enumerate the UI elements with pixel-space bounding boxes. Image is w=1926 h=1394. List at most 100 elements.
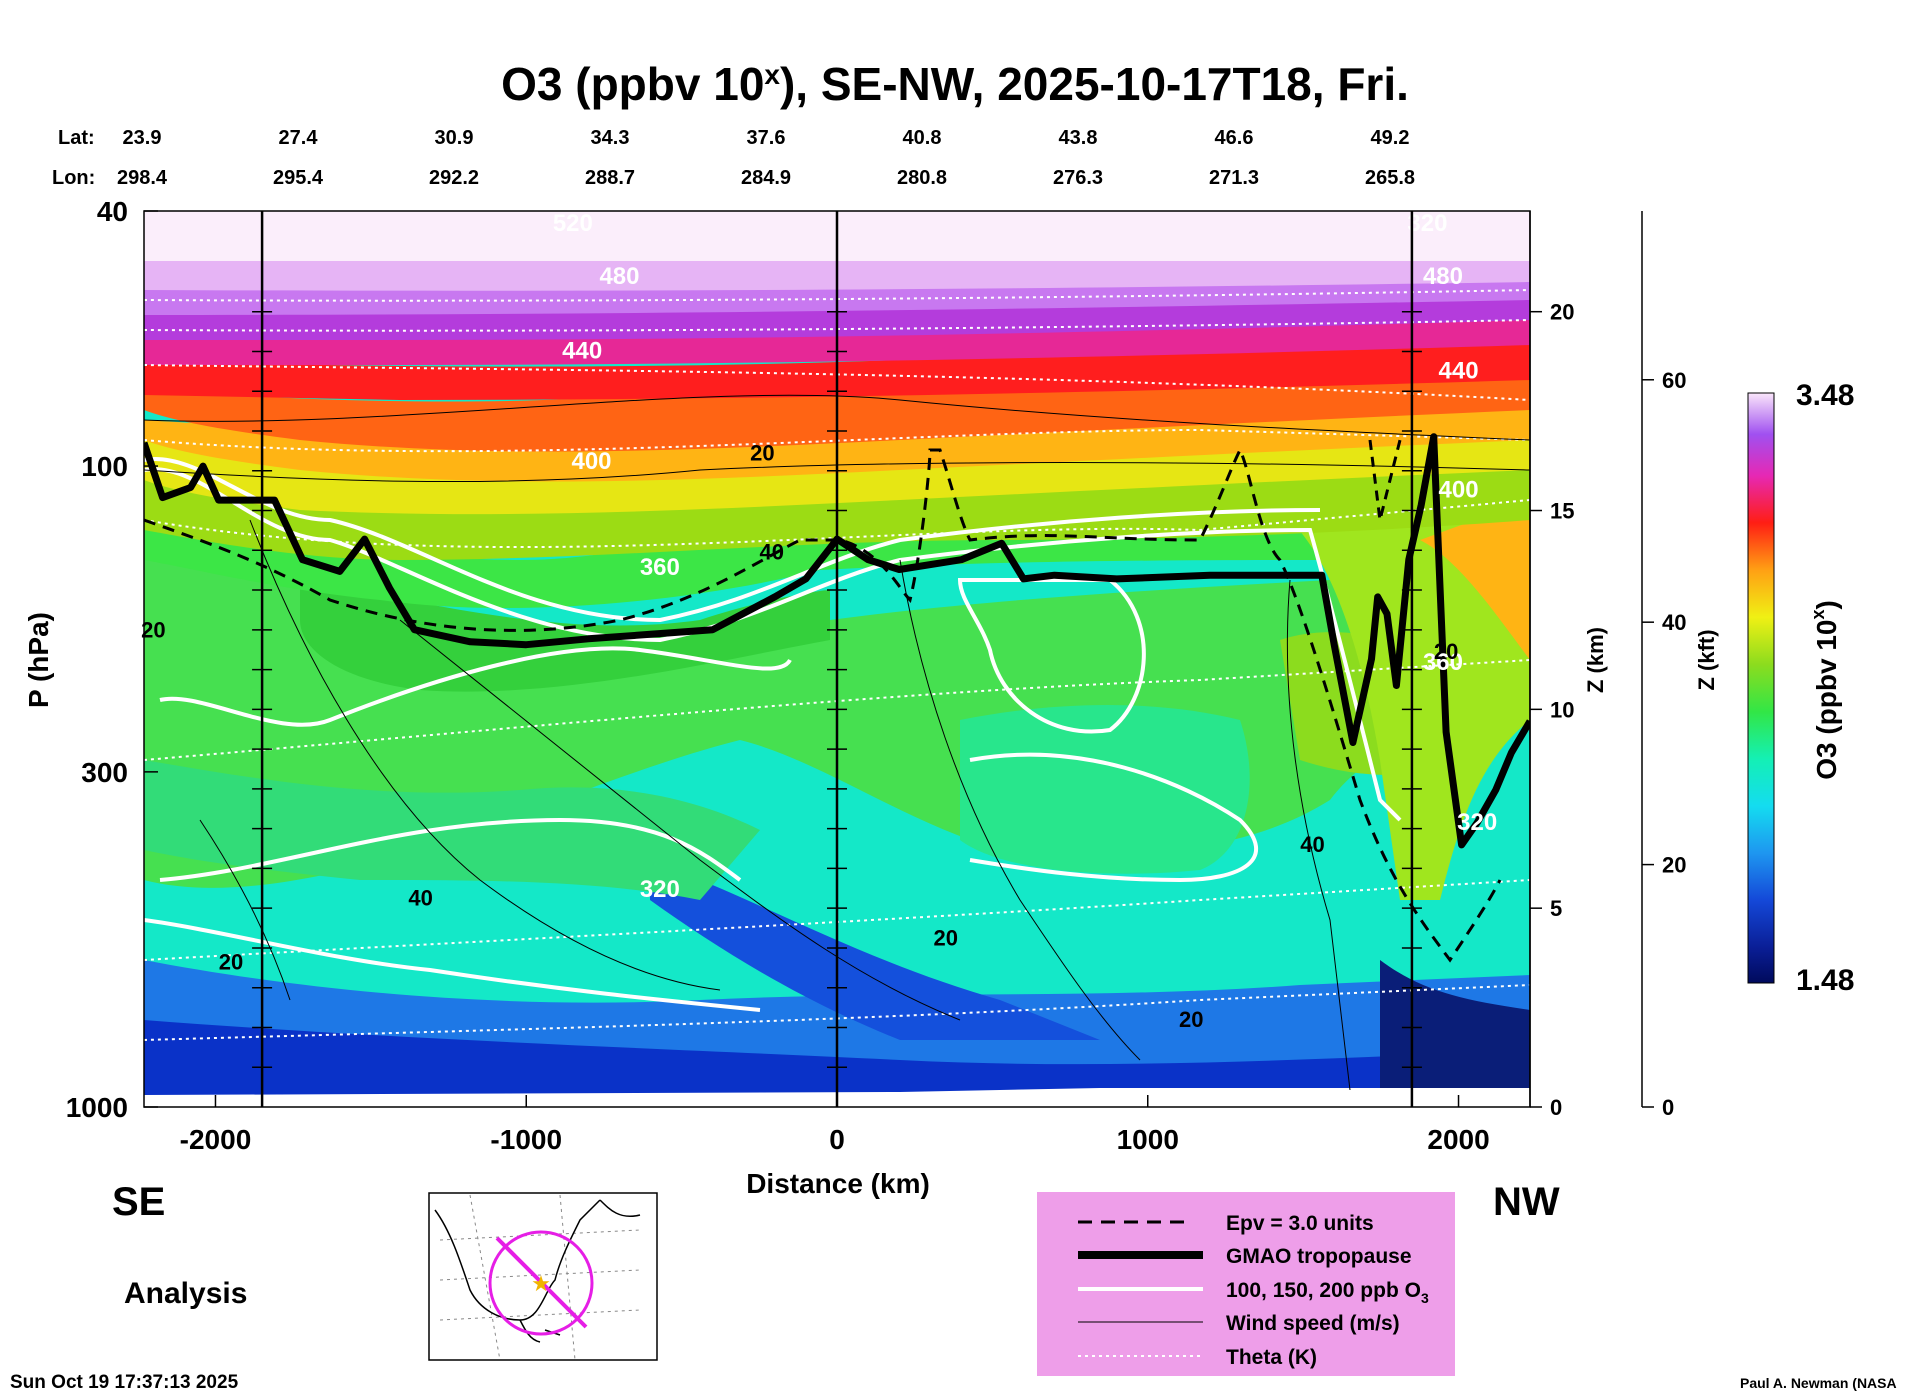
wind-contour [144,394,1530,441]
x-tick-label: 1000 [1117,1124,1179,1155]
lat-value: 46.6 [1215,127,1254,149]
theta-label: 360 [1423,649,1463,676]
lon-value: 295.4 [273,167,324,189]
y-tick-label: 1000 [66,1092,128,1123]
wind-label: 20 [141,617,165,642]
theta-label: 440 [562,338,602,365]
z-kft-tick-label: 40 [1662,610,1686,635]
lon-value: 265.8 [1365,167,1415,189]
y-tick-label: 40 [97,196,128,227]
wind-label: 20 [1179,1007,1203,1032]
center-star-icon: ★ [531,1271,551,1296]
coastline [434,1199,641,1343]
theta-label: 480 [1423,263,1463,290]
legend-wind: Wind speed (m/s) [1226,1312,1400,1335]
lat-value: 23.9 [123,127,162,149]
lon-label: Lon: [52,167,95,189]
theta-label: 400 [1439,477,1479,504]
x-axis: -2000 -1000 0 1000 2000 [180,1095,1490,1155]
legend-epv: Epv = 3.0 units [1226,1212,1374,1235]
epv-contour [1368,439,1402,521]
contour-labels: 5204804404003603204404003603203204802040… [141,210,1497,1032]
ozone-contour [144,467,1402,822]
wind-contour [144,462,1530,483]
lon-value: 276.3 [1053,167,1103,189]
z-kft-tick-label: 20 [1662,853,1686,878]
lat-value: 43.8 [1059,127,1098,149]
lat-value: 40.8 [903,127,942,149]
z-km-label: Z (km) [1583,627,1608,693]
wind-contour [899,559,1141,1061]
se-label: SE [112,1180,165,1224]
theta-label: 360 [640,554,680,581]
wind-label: 40 [408,886,432,911]
inset-map: ★ [428,1192,658,1361]
y-tick-label: 100 [81,451,128,482]
tropopause-line [144,433,1530,849]
wind-contour [249,519,721,991]
theta-contour [144,319,1530,332]
colorbar-max-label: 3.48 [1796,379,1854,412]
y-tick-label: 300 [81,757,128,788]
lat-lon-row: 23.9 298.4 27.4 295.4 30.9 292.2 34.3 288.7 37.6… [117,127,1415,189]
lon-value: 288.7 [585,167,635,189]
chart-title: O3 (ppbv 10x), SE-NW, 2025-10-17T18, Fri… [501,58,1409,110]
ozone-contour [159,817,742,882]
lon-value: 298.4 [117,167,168,189]
z-km-tick-label: 10 [1550,697,1574,722]
lon-value: 280.8 [897,167,947,189]
wind-label: 20 [934,926,958,951]
theta-label: 520 [553,210,593,237]
lat-value: 34.3 [591,127,630,149]
colorbar-title: O3 (ppbv 10x) [1808,600,1842,780]
z-km-tick-label: 5 [1550,896,1562,921]
timestamp: Sun Oct 19 17:37:13 2025 [10,1372,239,1393]
z-km-axis: 20 15 10 5 0 [1529,211,1574,1120]
legend-tropopause: GMAO tropopause [1226,1245,1412,1268]
ozone-contour [159,646,792,727]
theta-label: 320 [640,876,680,903]
colorbar [1747,392,1775,984]
tropopause-layer [144,433,1530,849]
theta-label: 440 [1439,357,1479,384]
wind-contour [1286,579,1351,1091]
ozone-contour [957,578,1146,734]
x-tick-label: -1000 [490,1124,562,1155]
vertical-markers [252,211,1422,1107]
wind-label: 20 [219,949,243,974]
wind-label: 40 [1300,832,1324,857]
legend: Epv = 3.0 units GMAO tropopause 100, 150… [1037,1192,1455,1376]
transect-line [495,1236,588,1329]
lon-value: 292.2 [429,167,479,189]
ozone-contour [969,752,1258,883]
y-axis: 40 100 300 1000 [66,196,158,1123]
ozone-contour [144,918,761,1012]
wind-contour [199,819,291,1001]
lat-value: 27.4 [279,127,319,149]
x-tick-label: 0 [829,1124,845,1155]
theta-label: 320 [1457,809,1497,836]
z-kft-tick-label: 0 [1662,1095,1674,1120]
lat-value: 30.9 [435,127,474,149]
z-km-tick-label: 15 [1550,499,1574,524]
x-tick-label: -2000 [180,1124,252,1155]
lat-label: Lat: [58,127,95,149]
wind-label: 20 [750,440,774,465]
z-km-tick-label: 20 [1550,300,1574,325]
theta-label: 480 [599,263,639,290]
lat-value: 37.6 [747,127,786,149]
legend-theta: Theta (K) [1226,1346,1317,1369]
theta-contour [144,289,1530,302]
theta-contour [144,659,1530,761]
lon-value: 271.3 [1209,167,1259,189]
z-kft-label: Z (kft) [1694,629,1719,690]
theta-label: 400 [571,448,611,475]
colorbar-min-label: 1.48 [1796,964,1854,997]
nw-label: NW [1493,1180,1560,1224]
legend-ozone: 100, 150, 200 ppb O3 [1226,1279,1429,1306]
z-kft-axis: 60 40 20 0 [1641,211,1686,1120]
z-km-tick-label: 0 [1550,1095,1562,1120]
wind-label: 20 [1434,639,1458,664]
contour-overlays [144,289,1530,1091]
